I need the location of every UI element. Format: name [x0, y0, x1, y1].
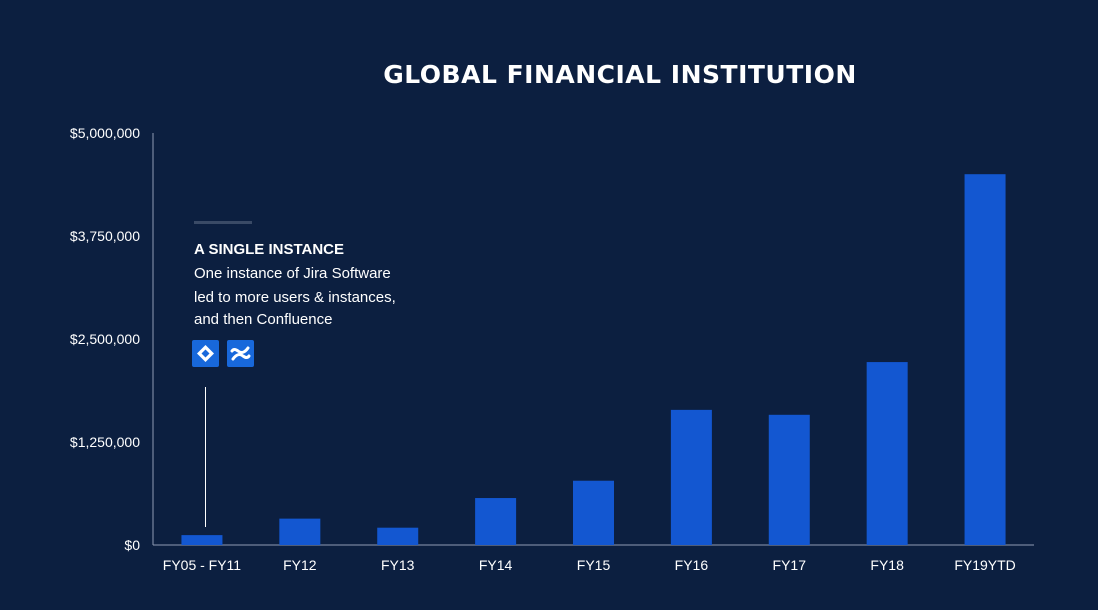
bar [670, 409, 712, 545]
bar [279, 518, 321, 545]
bar [768, 414, 810, 545]
x-tick-label: FY12 [283, 557, 317, 573]
jira-software-icon [192, 340, 219, 367]
bar [475, 498, 517, 545]
bar [181, 535, 223, 545]
x-tick-label: FY05 - FY11 [163, 557, 242, 573]
y-tick-label: $0 [124, 537, 140, 553]
annotation-line-2: led to more users & instances, [194, 289, 396, 306]
y-tick-label: $2,500,000 [70, 331, 140, 347]
y-tick-label: $3,750,000 [70, 228, 140, 244]
y-axis-ticks: $0 $1,250,000 $2,500,000 $3,750,000 $5,000,0… [70, 125, 140, 553]
x-tick-label: FY13 [381, 557, 415, 573]
annotation-rule [194, 221, 252, 224]
bar [964, 174, 1006, 545]
annotation-heading: A SINGLE INSTANCE [194, 241, 344, 258]
bar [377, 527, 419, 545]
confluence-icon [227, 340, 254, 367]
annotation-callout: A SINGLE INSTANCE One instance of Jira S… [192, 221, 396, 527]
y-tick-label: $5,000,000 [70, 125, 140, 141]
chart-title: GLOBAL FINANCIAL INSTITUTION [383, 60, 857, 89]
x-axis-labels: FY05 - FY11 FY12 FY13 FY14 FY15 FY16 FY17 FY18 F… [163, 557, 1016, 573]
x-tick-label: FY17 [773, 557, 807, 573]
annotation-line-1: One instance of Jira Software [194, 265, 391, 282]
y-tick-label: $1,250,000 [70, 434, 140, 450]
x-tick-label: FY16 [675, 557, 709, 573]
bar [573, 480, 614, 545]
bars-group [181, 174, 1006, 545]
x-tick-label: FY15 [577, 557, 611, 573]
annotation-line-3: and then Confluence [194, 311, 332, 328]
x-tick-label: FY18 [870, 557, 904, 573]
x-tick-label: FY19YTD [954, 557, 1015, 573]
x-tick-label: FY14 [479, 557, 513, 573]
bar [866, 362, 908, 545]
